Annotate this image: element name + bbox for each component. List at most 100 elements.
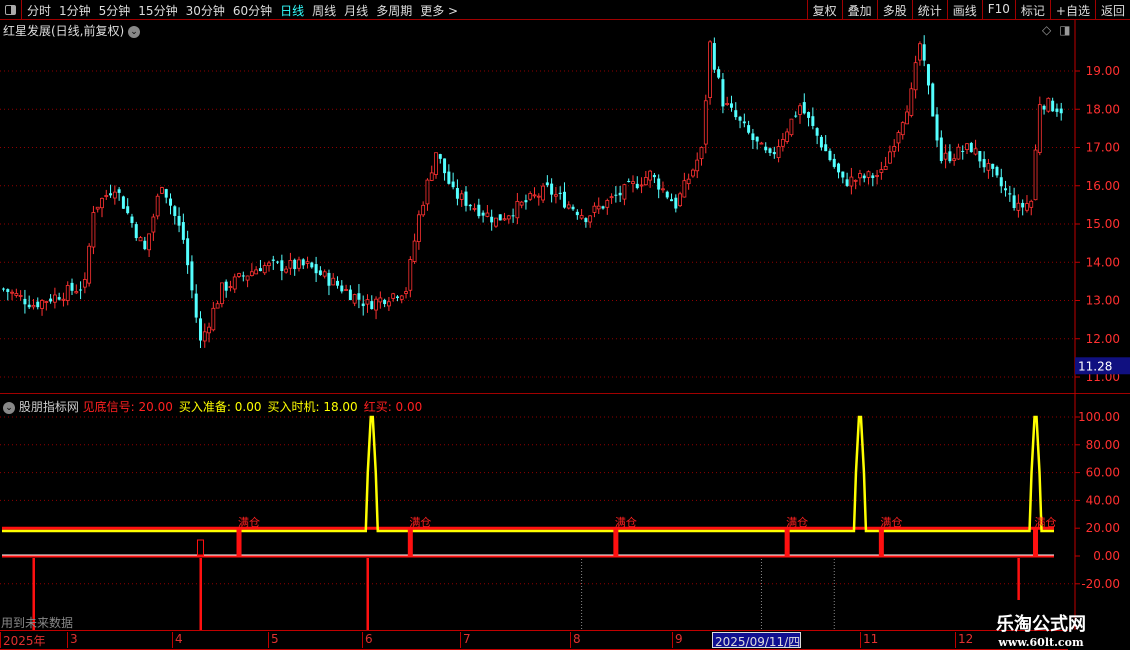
candle — [764, 142, 768, 154]
candle — [828, 148, 832, 162]
candle — [173, 205, 177, 225]
candle — [913, 55, 918, 99]
period-tab[interactable]: 15分钟 — [138, 4, 178, 18]
candle — [995, 165, 999, 178]
candle — [815, 127, 819, 145]
candle — [866, 170, 871, 185]
chart-title: 红星发展(日线,前复权) ⌄ — [3, 22, 141, 39]
candle — [305, 256, 310, 269]
candle — [871, 172, 875, 187]
candle — [1021, 199, 1025, 216]
candle — [900, 121, 905, 140]
candle — [378, 291, 383, 309]
candle — [494, 217, 498, 228]
candle — [27, 295, 31, 310]
period-tab[interactable]: 5分钟 — [98, 4, 131, 18]
tool-button[interactable]: 统计 — [911, 0, 947, 20]
candle — [601, 205, 605, 210]
panel-icon[interactable]: ◨ — [1059, 23, 1071, 37]
candle — [609, 193, 614, 204]
candle — [44, 300, 49, 311]
date-cursor-label: 2025/09/11/四 — [712, 632, 802, 649]
period-tab[interactable]: 多周期 — [376, 4, 413, 18]
candle — [383, 298, 387, 308]
candle — [104, 189, 109, 201]
date-label: 2025年 — [0, 632, 46, 648]
candle — [849, 167, 854, 195]
candle — [219, 282, 224, 308]
indicator-tick-label: 80.00 — [1086, 438, 1120, 452]
period-tab[interactable]: 60分钟 — [232, 4, 273, 18]
candle — [297, 256, 301, 272]
period-tab[interactable]: 月线 — [344, 4, 369, 18]
red-buy-bar — [1017, 558, 1020, 600]
indicator-name: 股朋指标网 — [18, 400, 79, 414]
indicator-tick-label: 0.00 — [1093, 549, 1120, 563]
period-tab[interactable]: 日线 — [280, 4, 305, 18]
candle — [314, 256, 318, 283]
candle — [819, 135, 823, 151]
candle — [738, 115, 742, 129]
red-buy-bar — [199, 558, 202, 630]
candle — [961, 145, 965, 160]
chevron-down-icon[interactable]: ⌄ — [3, 401, 15, 414]
full-position-label: 满仓 — [409, 515, 431, 529]
candle — [455, 179, 459, 206]
candle — [177, 207, 181, 233]
candle — [74, 284, 79, 295]
candle — [545, 175, 549, 188]
candle — [70, 278, 74, 296]
candle — [207, 322, 211, 343]
candle — [121, 195, 125, 209]
period-tab[interactable]: 周线 — [312, 4, 337, 18]
candle — [853, 179, 858, 190]
period-tab[interactable]: 分时 — [27, 4, 52, 18]
diamond-icon[interactable]: ◇ — [1042, 23, 1052, 37]
candle — [824, 135, 828, 152]
tool-button[interactable]: F10 — [981, 0, 1015, 20]
candle — [712, 37, 716, 73]
period-tab[interactable]: 更多 > — [420, 4, 459, 18]
chevron-down-icon[interactable]: ⌄ — [128, 25, 141, 38]
red-buy-bar — [32, 558, 35, 630]
tool-button[interactable]: 多股 — [876, 0, 912, 20]
tool-button[interactable]: 返回 — [1094, 0, 1130, 20]
candle — [1037, 96, 1042, 156]
candle — [228, 280, 233, 292]
candle — [639, 177, 644, 194]
candle — [169, 193, 173, 215]
candle — [370, 295, 374, 310]
candle — [443, 158, 447, 181]
candle — [1055, 103, 1059, 117]
candle — [181, 213, 185, 244]
period-tab[interactable]: 1分钟 — [59, 4, 91, 18]
candle — [82, 272, 87, 294]
date-label: 6 — [362, 632, 373, 648]
tool-button[interactable]: +自选 — [1049, 0, 1095, 20]
tool-button[interactable]: 叠加 — [841, 0, 877, 20]
candle — [511, 208, 515, 223]
price-tick-label: 18.00 — [1086, 102, 1120, 116]
candle — [759, 141, 764, 145]
candle — [883, 156, 888, 170]
tool-button[interactable]: 标记 — [1014, 0, 1050, 20]
candle — [948, 144, 952, 164]
date-axis: 2025年 3 4 5 6 7 8 9 2025/09/11/四 11 12 — [0, 630, 1068, 650]
hollow-signal-bar — [196, 539, 204, 556]
red-buy-bar — [366, 558, 369, 630]
candle — [519, 200, 524, 209]
period-tab[interactable]: 30分钟 — [185, 4, 225, 18]
layout-toggle-button[interactable] — [0, 0, 22, 20]
candle — [429, 165, 434, 182]
candle — [421, 201, 426, 217]
candle — [280, 254, 284, 281]
candle — [262, 262, 267, 275]
candle — [969, 141, 973, 153]
candle — [751, 128, 755, 150]
candle — [61, 292, 66, 307]
corner-icons: ◇ ◨ — [1042, 23, 1071, 37]
candle — [837, 162, 841, 179]
tool-button[interactable]: 画线 — [946, 0, 982, 20]
tool-button[interactable]: 复权 — [806, 0, 842, 20]
price-tick-label: 13.00 — [1086, 294, 1120, 308]
